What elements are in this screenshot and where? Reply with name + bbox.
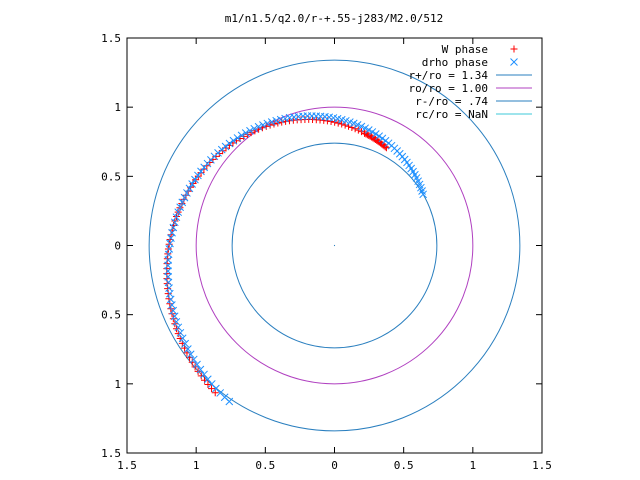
- data-point: [240, 132, 248, 140]
- data-point: [196, 365, 205, 374]
- data-point: [267, 118, 276, 126]
- data-point: [351, 125, 359, 133]
- data-point: [200, 163, 209, 172]
- data-point: [208, 385, 216, 393]
- data-point: [263, 119, 272, 128]
- data-point: [197, 167, 205, 176]
- data-point: [186, 350, 195, 359]
- y-tick-label: 0.5: [101, 309, 121, 322]
- radius-circle: [195, 106, 474, 385]
- legend-label: W phase: [442, 43, 488, 56]
- data-point: [176, 203, 185, 212]
- x-tick-label: 1.5: [117, 459, 137, 472]
- y-tick-label: 1: [114, 101, 121, 114]
- data-point: [183, 189, 191, 197]
- data-point: [197, 372, 205, 380]
- data-point: [172, 213, 181, 222]
- x-tick-label: 0.5: [394, 459, 414, 472]
- legend-label: ro/ro = 1.00: [409, 82, 488, 95]
- data-point: [170, 312, 179, 321]
- legend-label: drho phase: [422, 56, 488, 69]
- data-point: [364, 126, 373, 134]
- data-point: [357, 128, 365, 136]
- data-point: [233, 134, 242, 142]
- data-point: [203, 375, 212, 384]
- data-point: [357, 122, 366, 131]
- axis-ticks: 1.5 1 0.5 0 0.5 1 1.51.510.500.511.5: [101, 32, 552, 472]
- y-tick-label: 0: [114, 240, 121, 253]
- data-point: [229, 136, 238, 145]
- data-point: [172, 317, 181, 326]
- data-point: [174, 323, 183, 332]
- data-point: [266, 121, 274, 129]
- radius-circle: [231, 142, 438, 349]
- data-point: [191, 175, 199, 184]
- data-point: [206, 159, 214, 167]
- data-point: [181, 339, 190, 348]
- data-point: [176, 328, 185, 337]
- data-point: [272, 116, 281, 125]
- data-point: [375, 132, 383, 141]
- data-point: [259, 121, 267, 129]
- data-point: [204, 380, 212, 388]
- data-point: [254, 122, 263, 131]
- y-tick-label: 0.5: [101, 170, 121, 183]
- y-tick-label: 1: [114, 378, 121, 391]
- data-point: [246, 126, 254, 135]
- data-points: [163, 112, 428, 406]
- data-point: [182, 191, 190, 199]
- x-tick-label: 0.5: [255, 459, 275, 472]
- data-point: [178, 334, 187, 343]
- legend-label: rc/ro = NaN: [415, 108, 488, 121]
- data-point: [361, 124, 370, 133]
- legend-label: r-/ro = .74: [415, 95, 488, 108]
- data-point: [250, 124, 259, 133]
- data-point: [371, 130, 380, 138]
- chart-title: m1/n1.5/q2.0/r-+.55-j283/M2.0/512: [225, 12, 444, 25]
- data-point: [189, 355, 198, 364]
- data-point: [225, 397, 234, 406]
- data-point: [164, 267, 172, 275]
- data-point: [368, 128, 377, 136]
- y-tick-label: 1.5: [101, 32, 121, 45]
- data-point: [180, 193, 189, 202]
- data-point: [164, 245, 172, 253]
- data-point: [200, 370, 208, 379]
- x-tick-label: 1: [193, 459, 200, 472]
- data-point: [276, 115, 285, 124]
- data-point: [378, 134, 387, 143]
- data-point: [193, 360, 201, 369]
- radius-circles: [148, 59, 521, 432]
- radius-circle: [148, 59, 521, 432]
- origin-dot: [333, 244, 336, 247]
- data-point: [184, 345, 192, 353]
- x-tick-label: 1: [470, 459, 477, 472]
- data-point: [166, 300, 174, 308]
- data-point: [281, 114, 289, 123]
- data-point: [211, 389, 219, 397]
- data-point: [164, 261, 172, 270]
- data-point: [178, 198, 187, 207]
- data-point: [225, 139, 234, 148]
- x-tick-label: 0: [331, 459, 338, 472]
- data-point: [169, 306, 178, 315]
- legend-marker: [510, 58, 518, 66]
- data-point: [188, 180, 196, 188]
- data-point: [174, 208, 183, 217]
- legend-label: r+/ro = 1.34: [409, 69, 489, 82]
- legend-marker: [510, 45, 518, 53]
- data-point: [381, 136, 390, 145]
- x-tick-label: 1.5: [532, 459, 552, 472]
- data-point: [185, 184, 194, 193]
- data-point: [338, 120, 346, 128]
- data-point: [194, 171, 202, 180]
- y-tick-label: 1.5: [101, 447, 121, 460]
- data-point: [237, 131, 246, 140]
- data-point: [241, 129, 250, 137]
- data-point: [170, 218, 179, 227]
